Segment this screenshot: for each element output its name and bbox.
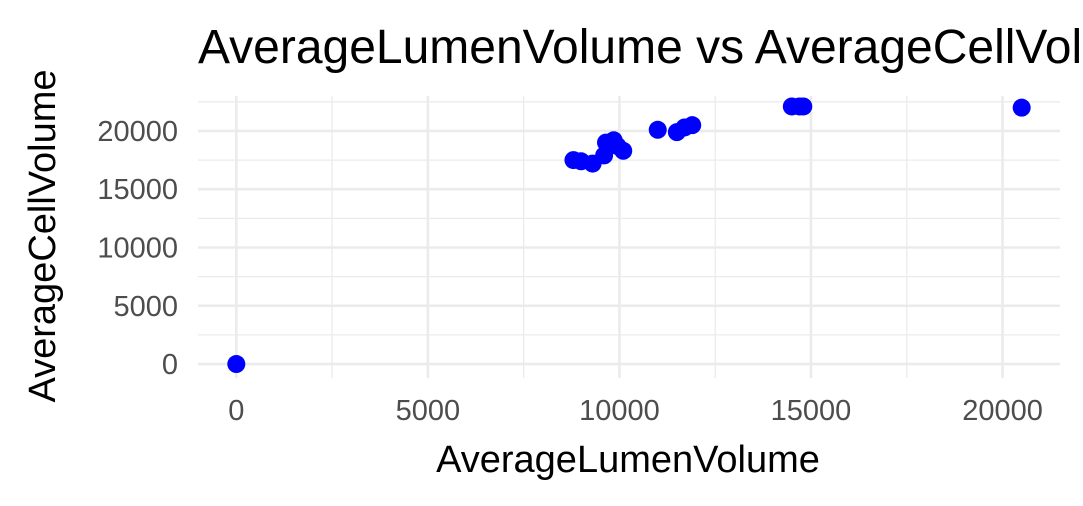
data-points <box>227 97 1031 374</box>
x-axis-title: AverageLumenVolume <box>436 439 820 481</box>
data-point <box>794 97 813 116</box>
y-tick-label: 5000 <box>113 291 178 323</box>
grid-lines <box>198 96 1060 378</box>
data-point <box>1012 98 1031 117</box>
x-tick-label: 5000 <box>396 395 461 427</box>
y-tick-labels: 0 5000 10000 15000 20000 <box>97 116 178 381</box>
data-point <box>614 141 633 160</box>
y-tick-label: 0 <box>162 349 178 381</box>
data-point <box>648 120 667 139</box>
y-tick-label: 15000 <box>97 174 178 206</box>
x-tick-label: 10000 <box>579 395 660 427</box>
data-point <box>683 116 702 135</box>
x-tick-label: 20000 <box>962 395 1043 427</box>
y-tick-label: 10000 <box>97 232 178 264</box>
x-tick-labels: 0 5000 10000 15000 20000 <box>228 395 1043 427</box>
chart-title: AverageLumenVolume vs AverageCellVolume <box>198 21 1083 74</box>
y-axis-title: AverageCellVolume <box>22 69 64 402</box>
x-tick-label: 15000 <box>771 395 852 427</box>
y-tick-label: 20000 <box>97 116 178 148</box>
data-point <box>227 355 246 374</box>
x-tick-label: 0 <box>228 395 244 427</box>
